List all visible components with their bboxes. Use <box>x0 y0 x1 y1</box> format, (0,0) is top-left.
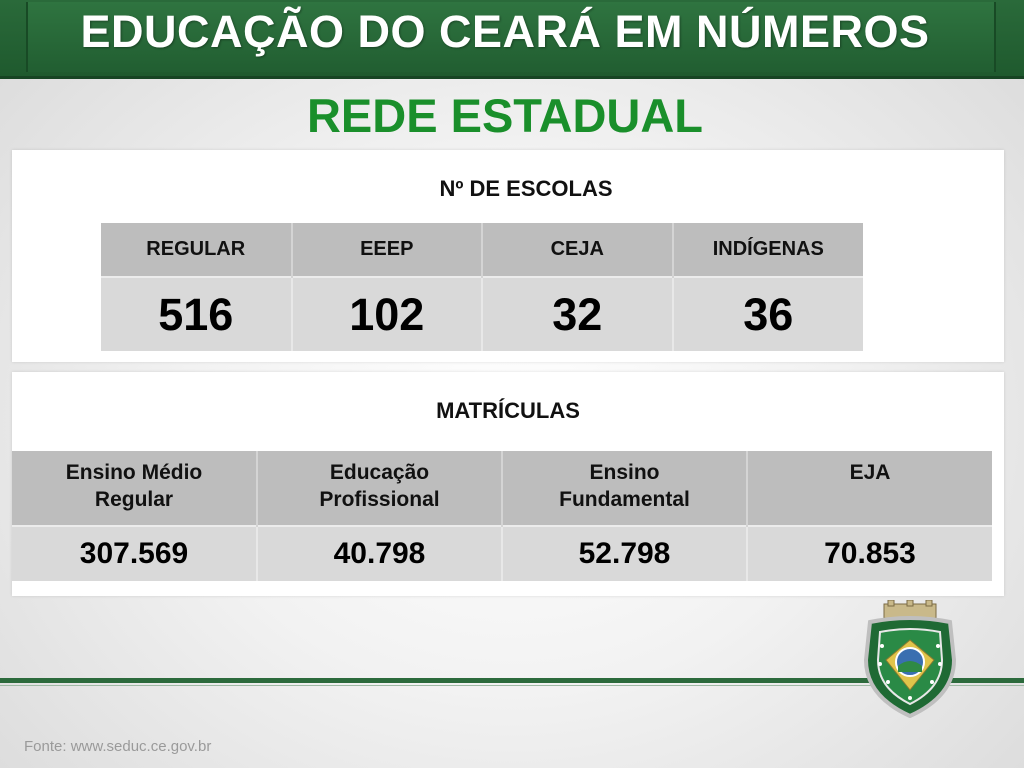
schools-header-cell: EEEP <box>291 223 483 277</box>
enrollments-title: MATRÍCULAS <box>436 398 580 423</box>
schools-header-cell: INDÍGENAS <box>672 223 863 277</box>
header-line: Ensino <box>589 461 660 484</box>
page-subtitle: REDE ESTADUAL <box>306 89 704 142</box>
enrollments-panel: MATRÍCULAS Ensino Médio Regular Educação P… <box>12 372 1004 596</box>
header-inner <box>26 2 996 72</box>
header-line: EJA <box>849 461 891 484</box>
footer-divider <box>0 678 1024 683</box>
schools-header-cell: CEJA <box>482 223 674 277</box>
header-line: Educação <box>329 461 430 484</box>
enrollments-header-cell: Educação Profissional <box>257 451 503 526</box>
schools-value-cell: 32 <box>482 276 674 351</box>
schools-title: Nº DE ESCOLAS <box>439 176 613 201</box>
header-line: Profissional <box>319 488 440 511</box>
enrollments-value-row: 307.569 40.798 52.798 70.853 <box>12 525 992 581</box>
enrollments-value-cell: 70.853 <box>747 525 992 581</box>
header-line: Regular <box>94 488 174 511</box>
enrollments-header-cell: Ensino Médio Regular <box>12 451 258 526</box>
schools-panel: Nº DE ESCOLAS REGULAR EEEP CEJA INDÍGENA… <box>12 150 1004 362</box>
ceara-state-crest-icon <box>863 600 957 718</box>
enrollments-value-cell: 52.798 <box>502 525 748 581</box>
schools-value-cell: 516 <box>101 276 293 351</box>
footer-divider-thin <box>0 685 1024 686</box>
enrollments-value-cell: 307.569 <box>12 525 258 581</box>
enrollments-header-cell: EJA <box>747 451 992 526</box>
schools-value-cell: 36 <box>672 276 863 351</box>
enrollments-table: Ensino Médio Regular Educação Profissional… <box>12 451 992 581</box>
header-line: Fundamental <box>559 488 690 511</box>
page-title: EDUCAÇÃO DO CEARÁ EM NÚMEROS <box>80 6 930 57</box>
schools-header-row: REGULAR EEEP CEJA INDÍGENAS <box>101 223 863 277</box>
schools-value-cell: 102 <box>291 276 483 351</box>
schools-header-cell: REGULAR <box>101 223 293 277</box>
header-line: Ensino Médio <box>65 461 203 484</box>
enrollments-header-cell: Ensino Fundamental <box>502 451 748 526</box>
source-note: Fonte: www.seduc.ce.gov.br <box>24 738 212 755</box>
schools-value-row: 516 102 32 36 <box>101 276 863 351</box>
header-bar: EDUCAÇÃO DO CEARÁ EM NÚMEROS <box>0 0 1024 79</box>
enrollments-value-cell: 40.798 <box>257 525 503 581</box>
schools-table: REGULAR EEEP CEJA INDÍGENAS 516 102 32 3… <box>101 223 863 351</box>
enrollments-header-row: Ensino Médio Regular Educação Profissional… <box>12 451 992 526</box>
